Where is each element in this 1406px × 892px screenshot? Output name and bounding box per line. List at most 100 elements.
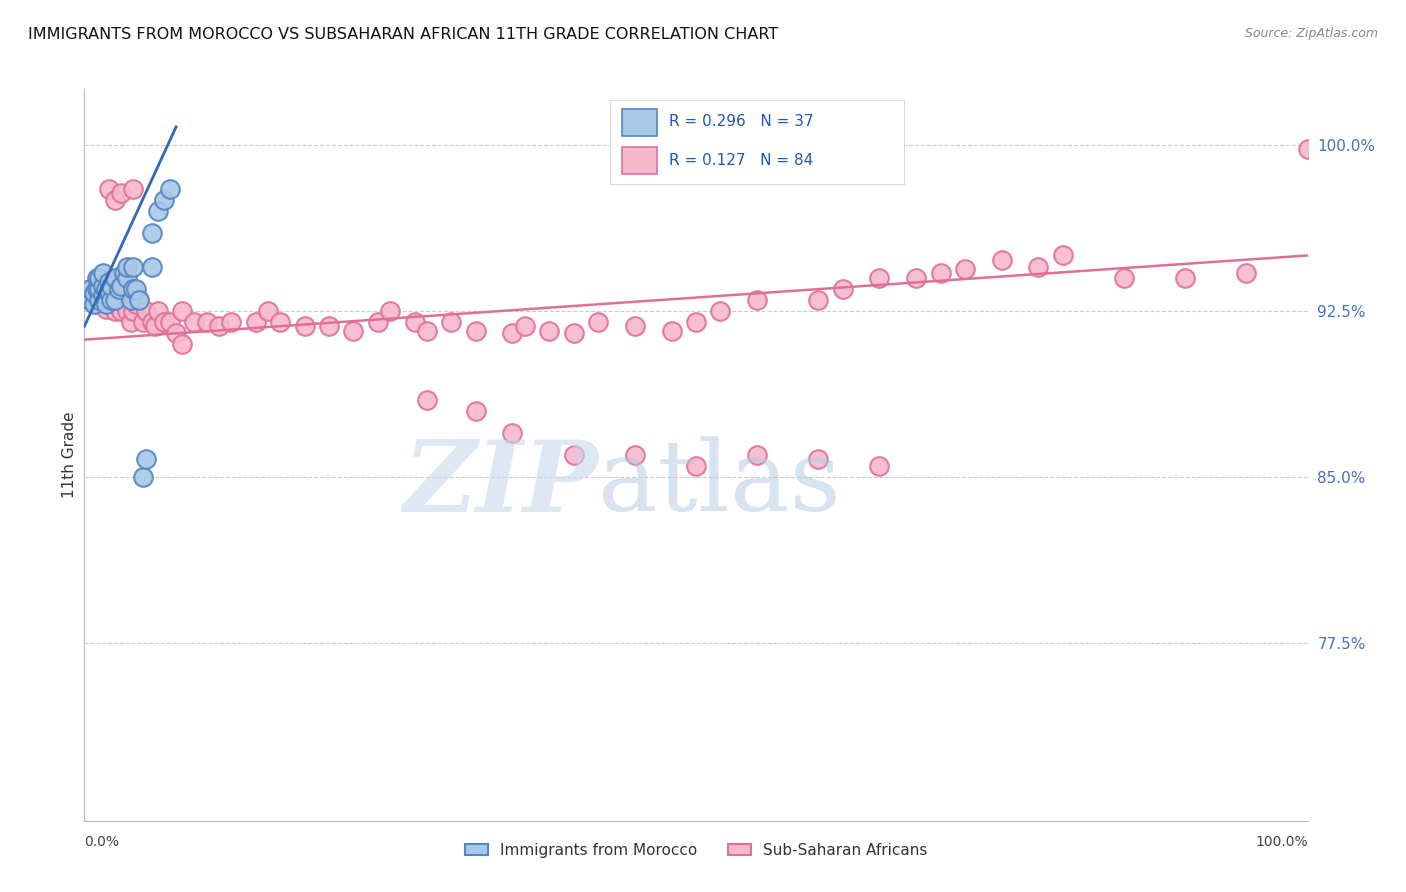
Point <box>110 186 132 201</box>
Point <box>1236 266 1258 280</box>
Point <box>97 182 120 196</box>
Point <box>380 303 402 318</box>
Point <box>87 297 110 311</box>
Point <box>132 470 155 484</box>
Point <box>747 293 769 307</box>
Point <box>869 270 891 285</box>
Point <box>104 303 127 318</box>
Point <box>110 303 132 318</box>
Point <box>586 315 609 329</box>
Point <box>96 297 118 311</box>
Point <box>464 403 486 417</box>
Point <box>831 282 853 296</box>
Point <box>294 319 316 334</box>
Point <box>165 326 187 340</box>
Point <box>208 319 231 334</box>
Point <box>159 315 181 329</box>
Point <box>96 282 118 296</box>
Point <box>464 324 486 338</box>
Point <box>100 288 122 302</box>
Text: ZIP: ZIP <box>404 436 598 533</box>
Point <box>104 293 127 307</box>
Point <box>991 252 1014 267</box>
Point <box>97 275 120 289</box>
Point <box>107 282 129 296</box>
Point <box>1174 270 1197 285</box>
Point <box>86 282 108 296</box>
Point <box>79 282 101 296</box>
Text: IMMIGRANTS FROM MOROCCO VS SUBSAHARAN AFRICAN 11TH GRADE CORRELATION CHART: IMMIGRANTS FROM MOROCCO VS SUBSAHARAN AF… <box>28 27 779 42</box>
Point <box>245 315 267 329</box>
Point <box>91 293 114 307</box>
Point <box>91 279 114 293</box>
Point <box>318 319 340 334</box>
Point <box>1052 248 1074 262</box>
Point <box>104 193 127 207</box>
Point <box>257 303 280 318</box>
Point <box>115 303 138 318</box>
Point <box>91 288 114 302</box>
Point <box>100 279 122 293</box>
Point <box>128 293 150 307</box>
Point <box>115 260 138 274</box>
Point <box>112 266 135 280</box>
Point <box>624 319 647 334</box>
Point <box>143 319 166 334</box>
Point <box>141 315 163 329</box>
Point <box>125 282 148 296</box>
Point <box>96 301 118 316</box>
Point <box>87 293 110 307</box>
Point <box>97 282 120 296</box>
Text: Source: ZipAtlas.com: Source: ZipAtlas.com <box>1244 27 1378 40</box>
Point <box>86 270 108 285</box>
Point <box>159 182 181 196</box>
Point <box>404 315 426 329</box>
Point <box>562 448 585 462</box>
Point <box>513 319 536 334</box>
Point <box>416 392 439 407</box>
Point <box>219 315 242 329</box>
Point <box>120 293 142 307</box>
Point <box>807 293 830 307</box>
Point <box>132 315 155 329</box>
Point <box>146 204 169 219</box>
Point <box>100 293 122 307</box>
Point <box>87 282 110 296</box>
Point <box>1296 142 1319 156</box>
Point <box>83 286 105 301</box>
Point <box>807 452 830 467</box>
Point <box>115 270 138 285</box>
Text: atlas: atlas <box>598 436 841 532</box>
Point <box>107 293 129 307</box>
Point <box>120 315 142 329</box>
Point <box>122 260 145 274</box>
Point <box>1028 260 1050 274</box>
Point <box>135 303 157 318</box>
Point <box>661 324 683 338</box>
Point <box>562 326 585 340</box>
Y-axis label: 11th Grade: 11th Grade <box>62 411 77 499</box>
Point <box>104 293 127 307</box>
Point <box>869 458 891 473</box>
Point <box>112 297 135 311</box>
Point <box>110 279 132 293</box>
Point <box>86 282 108 296</box>
Point <box>79 293 101 307</box>
Point <box>83 293 105 307</box>
Point <box>685 315 707 329</box>
Point <box>83 297 105 311</box>
Point <box>929 266 952 280</box>
Point <box>538 324 561 338</box>
Point <box>122 282 145 296</box>
Point <box>122 293 145 307</box>
Point <box>195 315 218 329</box>
Point <box>141 260 163 274</box>
Point <box>104 270 127 285</box>
Point <box>128 293 150 307</box>
Point <box>416 324 439 338</box>
Point <box>502 326 524 340</box>
Point <box>122 182 145 196</box>
Point <box>502 425 524 440</box>
Point <box>1114 270 1136 285</box>
Point <box>269 315 291 329</box>
